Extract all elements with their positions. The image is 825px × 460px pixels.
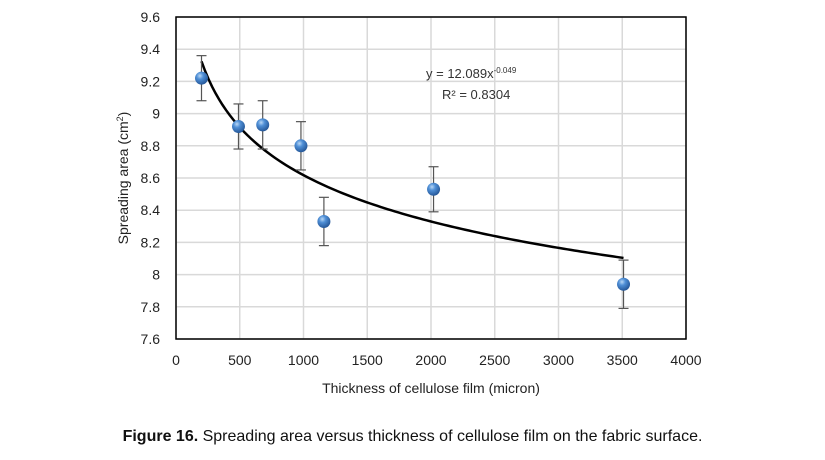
trendline-equation-exponent: -0.049 [494,66,517,75]
y-tick-label: 7.8 [141,299,161,315]
figure-caption-label: Figure 16. [122,428,199,445]
y-tick-label: 8 [152,267,160,283]
y-axis-label-sup: 2 [115,116,125,121]
error-bars [196,55,629,310]
y-tick-label: 8.2 [141,234,161,250]
y-axis-label-end: ) [115,112,131,117]
trendline-r-squared: R² = 0.8304 [442,87,510,102]
x-tick-label: 4000 [670,352,701,368]
data-point [427,182,441,196]
trendline-group [200,60,624,260]
y-tick-labels: 7.6 7.8 8 8.2 8.4 8.6 8.8 9 9.2 9.4 9.6 [141,9,161,347]
figure-caption: Figure 16. Spreading area versus thickne… [0,428,825,446]
data-points [195,71,631,291]
y-tick-label: 9.6 [141,9,161,25]
x-tick-label: 500 [228,352,252,368]
data-point [294,139,308,153]
x-tick-labels: 0 500 1000 1500 2000 2500 3000 3500 4000 [172,352,702,368]
x-tick-label: 0 [172,352,180,368]
plot-frame [175,16,687,340]
data-point [195,71,208,85]
data-point [617,277,631,291]
gridlines [175,16,687,340]
y-axis-label-text: Spreading area (cm [115,121,131,244]
x-tick-label: 2000 [415,352,446,368]
trendline-equation: y = 12.089x-0.049 [426,66,517,81]
trendline [200,60,624,260]
y-tick-label: 8.6 [141,170,161,186]
x-tick-label: 2500 [479,352,510,368]
figure-caption-text: Spreading area versus thickness of cellu… [198,428,703,445]
data-point [256,118,270,132]
x-tick-label: 3000 [543,352,574,368]
y-tick-label: 7.6 [141,331,161,347]
y-axis-label: Spreading area (cm2) [115,112,131,245]
y-tick-label: 8.8 [141,138,161,154]
chart: 7.6 7.8 8 8.2 8.4 8.6 8.8 9 9.2 9.4 9.6 0 500 1000 15… [115,9,702,396]
x-axis-label: Thickness of cellulose film (micron) [322,380,540,396]
y-tick-label: 9.2 [141,73,161,89]
y-tick-label: 9 [152,106,160,122]
trendline-equation-base: y = 12.089x [426,66,494,81]
x-tick-label: 1000 [288,352,319,368]
data-point [231,119,245,133]
x-tick-label: 3500 [607,352,638,368]
y-tick-label: 8.4 [141,202,161,218]
data-point [317,214,331,228]
x-tick-label: 1500 [352,352,383,368]
y-tick-label: 9.4 [141,41,161,57]
